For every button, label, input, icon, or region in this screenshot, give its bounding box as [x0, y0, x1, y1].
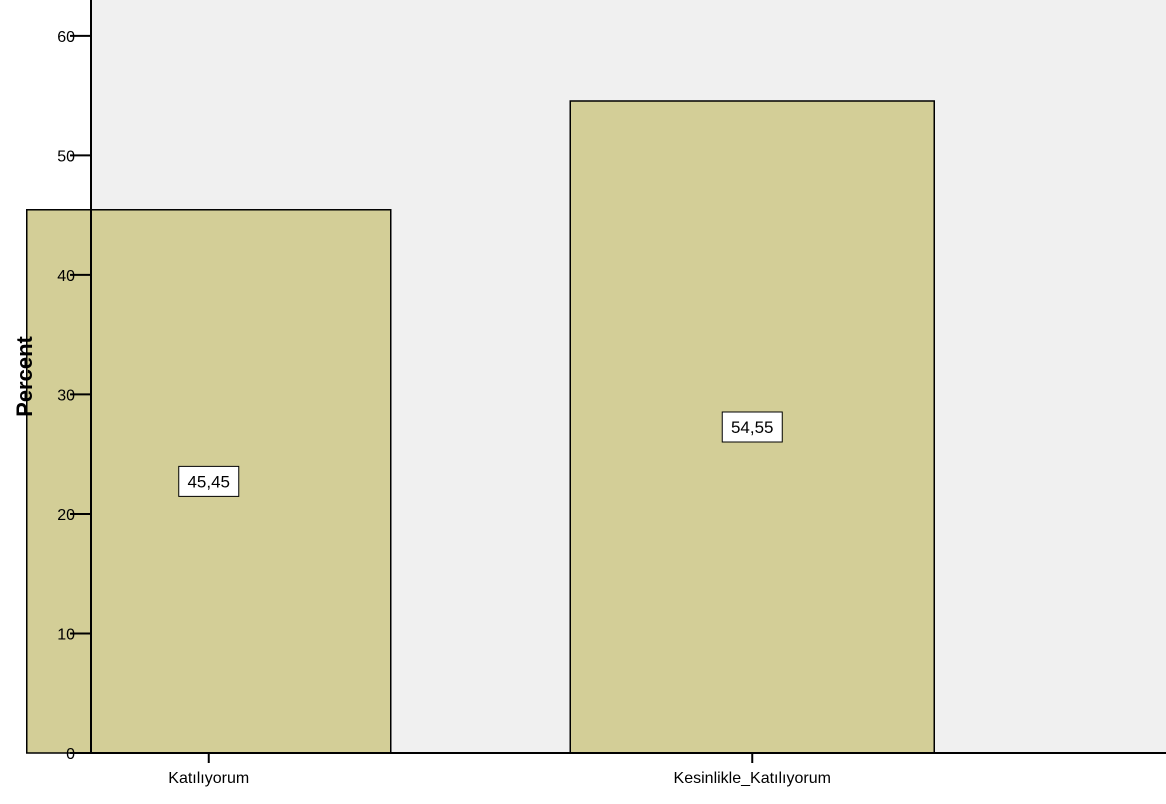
y-tick-label-20: 20 [57, 507, 75, 524]
y-tick-label-60: 60 [57, 29, 75, 46]
data-label-box-2 [721, 411, 783, 443]
y-tick-label-30: 30 [57, 387, 75, 404]
x-tick-label-2: Kesinlikle_Katılıyorum [674, 770, 831, 787]
data-label-2: 54,55 [731, 418, 774, 437]
y-tick-label-10: 10 [57, 626, 75, 643]
y-tick-label-40: 40 [57, 268, 75, 285]
y-tick-label-0: 0 [66, 746, 75, 763]
data-label-box-1 [178, 465, 240, 497]
y-axis-title: Percent [12, 335, 37, 416]
y-tick-label-50: 50 [57, 148, 75, 165]
x-tick-label-1: Katılıyorum [168, 770, 249, 787]
data-labels-layer: 45,45 54,55 [178, 411, 783, 497]
axes-layer: Katılıyorum Kesinlikle_Katılıyorum 0 10 20 30… [57, 0, 1166, 787]
data-label-1: 45,45 [187, 472, 230, 491]
